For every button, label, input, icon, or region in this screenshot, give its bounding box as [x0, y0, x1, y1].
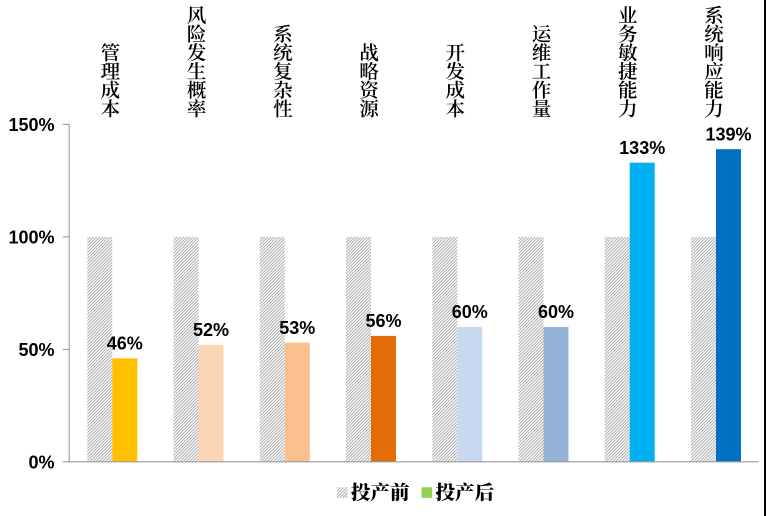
svg-text:46%: 46%: [107, 334, 143, 354]
svg-text:56%: 56%: [365, 311, 401, 331]
svg-text:52%: 52%: [193, 320, 229, 340]
svg-text:150%: 150%: [8, 115, 54, 135]
svg-text:133%: 133%: [619, 138, 665, 158]
svg-text:53%: 53%: [279, 318, 315, 338]
svg-text:139%: 139%: [705, 124, 751, 144]
svg-text:60%: 60%: [452, 302, 488, 322]
svg-text:50%: 50%: [18, 340, 54, 360]
svg-text:100%: 100%: [8, 227, 54, 247]
svg-text:60%: 60%: [538, 302, 574, 322]
svg-text:0%: 0%: [28, 452, 54, 472]
